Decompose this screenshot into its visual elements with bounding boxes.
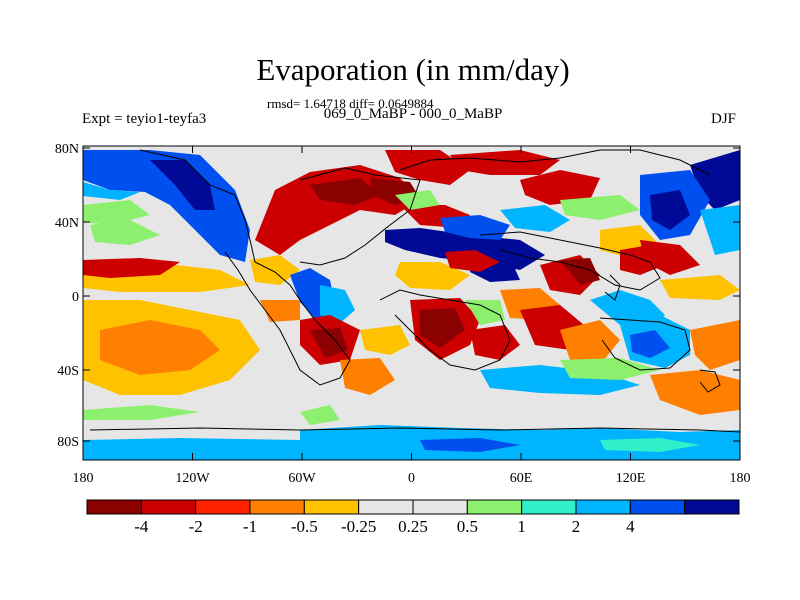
colorbar-label: -0.5: [291, 517, 318, 536]
field-patch-yellow: [395, 262, 470, 290]
field-patch-orange: [560, 320, 620, 365]
y-tick-label: 40N: [55, 216, 79, 231]
colorbar-box: [195, 499, 251, 515]
coastline-segment: [299, 167, 421, 266]
colorbar-box: [412, 499, 468, 515]
colorbar-label: -2: [189, 517, 203, 536]
y-tick-label: 0: [72, 290, 79, 305]
colorbar-box: [86, 499, 142, 515]
field-patch-blue: [83, 150, 250, 262]
colorbar: -4 -2 -1 -0.5 -0.25 0.25 0.5 1 2 4: [86, 499, 740, 536]
colorbar-label: 0.25: [398, 517, 428, 536]
field-patch-cyan: [600, 438, 700, 452]
coastline-outline: [89, 149, 741, 433]
field-patch-light-green: [83, 405, 200, 420]
colorbar-label: -1: [243, 517, 257, 536]
x-tick-label: 180: [730, 471, 751, 486]
field-patch-yellow: [660, 275, 740, 300]
field-patch-orange: [340, 358, 395, 395]
colorbar-box: [303, 499, 360, 515]
x-tick-label: 0: [408, 471, 415, 486]
colorbar-box: [140, 499, 197, 515]
field-patch-red: [83, 258, 180, 278]
field-patch-orange: [650, 370, 740, 415]
evaporation-field: [83, 146, 740, 460]
field-patch-light-green: [83, 200, 150, 225]
y-tick-label: 80N: [55, 142, 79, 157]
field-patch-red: [640, 240, 700, 275]
y-tick-label: 80S: [57, 435, 79, 450]
field-patch-light-green: [395, 190, 440, 210]
field-patch-yellow: [250, 255, 300, 285]
x-tick-label: 60E: [510, 471, 533, 486]
coastline-segment: [479, 231, 661, 291]
field-patch-sky-blue: [700, 205, 740, 255]
field-patch-yellow: [360, 325, 410, 355]
field-patch-dark-red: [310, 328, 348, 358]
colorbar-box: [521, 499, 577, 515]
coastline-segment: [699, 369, 721, 393]
field-patch-blue: [630, 330, 670, 358]
colorbar-label: 2: [572, 517, 581, 536]
y-tick-label: 40S: [57, 364, 79, 379]
field-patch-red: [520, 170, 600, 205]
field-patch-sky-blue: [500, 205, 570, 232]
field-patch-light-green: [560, 358, 660, 380]
colorbar-box: [575, 499, 631, 515]
stats-label: rmsd= 1.64718 diff= 0.0649884: [267, 96, 434, 111]
coastline-segment: [379, 289, 511, 371]
x-tick-label: 60W: [288, 471, 316, 486]
coastline-segment: [399, 149, 711, 176]
field-patch-sky-blue: [300, 425, 740, 460]
coastline-segment: [139, 149, 351, 386]
field-patch-light-green: [300, 405, 340, 425]
coastline-segment: [604, 274, 621, 301]
field-patch-sky-blue: [83, 438, 300, 460]
coastline-segment: [599, 317, 691, 371]
coastline-segment: [89, 427, 741, 433]
season-label: DJF: [711, 111, 737, 127]
x-tick-label: 120W: [175, 471, 210, 486]
experiment-label: Expt = teyio1-teyfa3: [82, 111, 207, 127]
field-patch-red: [450, 150, 560, 175]
field-patch-light-green: [465, 300, 505, 325]
field-patch-navy: [150, 160, 215, 210]
colorbar-label: -4: [134, 517, 149, 536]
field-patch-navy: [650, 190, 690, 230]
field-patch-dark-red: [310, 178, 380, 205]
difference-label: 069_0_MaBP - 000_0_MaBP: [323, 106, 503, 122]
x-tick-label: 120E: [616, 471, 646, 486]
chart-title: Evaporation (in mm/day): [256, 52, 570, 87]
colorbar-box: [684, 499, 740, 515]
colorbar-label: 0.5: [457, 517, 478, 536]
colorbar-box: [466, 499, 523, 515]
colorbar-label: 1: [517, 517, 526, 536]
x-tick-label: 180: [73, 471, 94, 486]
colorbar-box: [249, 499, 305, 515]
field-patch-dark-red: [420, 308, 465, 348]
field-patch-orange: [690, 320, 740, 370]
colorbar-label: 4: [626, 517, 635, 536]
colorbar-label: -0.25: [341, 517, 376, 536]
field-patch-orange: [100, 320, 220, 375]
field-patch-light-green: [560, 195, 640, 220]
colorbar-box: [629, 499, 686, 515]
field-patch-red: [445, 250, 500, 272]
field-patch-light-green: [90, 220, 160, 245]
field-patch-sky-blue: [83, 182, 140, 200]
field-patch-sky-blue: [320, 285, 355, 325]
field-patch-blue: [420, 438, 520, 452]
axis-ticks: 80N 40N 0 40S 80S 180 120W 60W 0 60E 120E 180: [55, 142, 751, 486]
colorbar-box: [358, 499, 414, 515]
